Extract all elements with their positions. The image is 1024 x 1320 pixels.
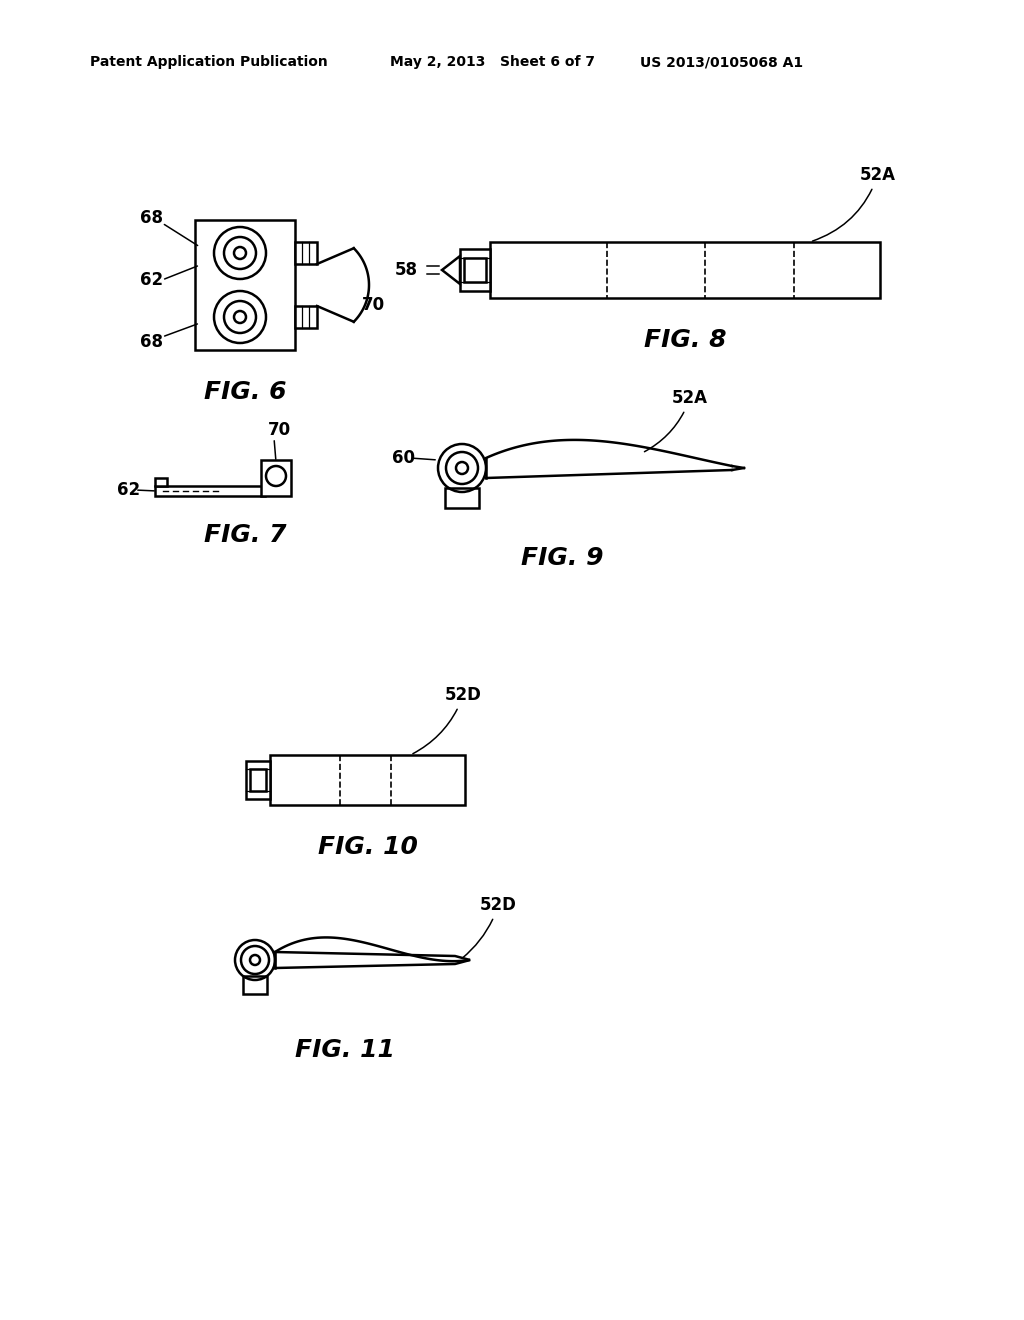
Text: 52A: 52A — [644, 389, 708, 451]
Text: US 2013/0105068 A1: US 2013/0105068 A1 — [640, 55, 803, 69]
Text: 68: 68 — [140, 333, 163, 351]
Text: 52D: 52D — [413, 686, 481, 754]
Text: 52D: 52D — [462, 896, 517, 958]
Polygon shape — [442, 256, 460, 284]
Text: 58: 58 — [395, 261, 418, 279]
Bar — [490, 242, 880, 298]
Bar — [261, 459, 291, 496]
Text: FIG. 8: FIG. 8 — [644, 327, 726, 352]
Polygon shape — [275, 952, 470, 968]
Text: 68: 68 — [140, 209, 163, 227]
Text: Patent Application Publication: Patent Application Publication — [90, 55, 328, 69]
Bar — [155, 486, 265, 496]
Polygon shape — [486, 440, 744, 478]
Text: FIG. 10: FIG. 10 — [317, 836, 418, 859]
Text: May 2, 2013   Sheet 6 of 7: May 2, 2013 Sheet 6 of 7 — [390, 55, 595, 69]
Bar — [460, 249, 490, 290]
Text: 52A: 52A — [812, 166, 896, 242]
Text: 62: 62 — [117, 480, 140, 499]
Bar — [246, 762, 270, 799]
Bar — [270, 755, 465, 805]
Bar — [295, 306, 317, 327]
Text: 70: 70 — [362, 296, 385, 314]
Bar — [295, 242, 317, 264]
Bar — [445, 488, 479, 508]
Text: 62: 62 — [140, 271, 163, 289]
Bar — [195, 220, 295, 350]
Text: 70: 70 — [268, 421, 291, 440]
Bar — [243, 975, 267, 994]
Text: FIG. 11: FIG. 11 — [295, 1038, 395, 1063]
Bar — [250, 770, 266, 791]
Text: FIG. 6: FIG. 6 — [204, 380, 287, 404]
Bar — [464, 257, 486, 282]
Text: FIG. 9: FIG. 9 — [521, 546, 603, 570]
Text: FIG. 7: FIG. 7 — [204, 523, 287, 546]
Text: 60: 60 — [392, 449, 415, 467]
Bar — [155, 478, 167, 486]
